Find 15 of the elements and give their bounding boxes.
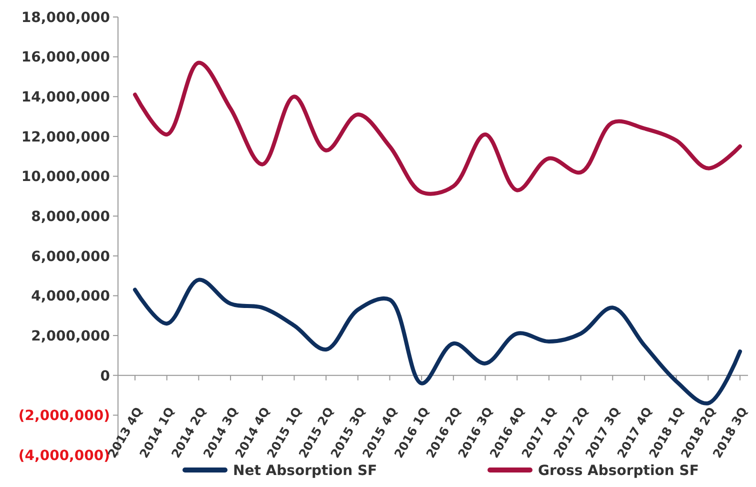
legend-label: Gross Absorption SF	[538, 462, 699, 479]
line-series	[133, 278, 742, 406]
y-tick-label: 0	[100, 368, 110, 384]
y-tick-label: 2,000,000	[31, 328, 110, 344]
legend-label: Net Absorption SF	[233, 462, 378, 479]
y-tick-label: 12,000,000	[21, 129, 110, 146]
y-tick-label: 10,000,000	[21, 169, 110, 186]
y-tick-label: 6,000,000	[31, 248, 110, 265]
y-tick-label: (2,000,000)	[18, 408, 110, 424]
y-tick-label: (4,000,000)	[18, 448, 110, 464]
y-tick-label: 18,000,000	[21, 10, 110, 26]
y-tick-label: 4,000,000	[31, 288, 110, 305]
y-tick-label: 14,000,000	[21, 90, 110, 106]
y-tick-label: 8,000,000	[31, 208, 110, 225]
y-tick-label: 16,000,000	[21, 50, 110, 66]
